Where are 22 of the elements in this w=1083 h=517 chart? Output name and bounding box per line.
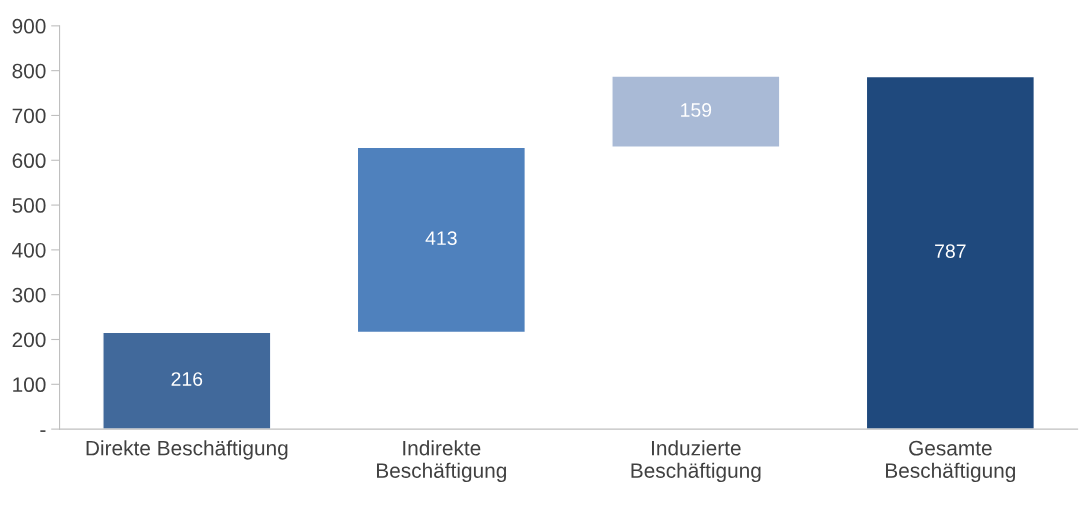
data-label: 787 — [935, 244, 966, 259]
bar — [102, 331, 272, 430]
y-tick-label: 300 — [12, 287, 46, 303]
y-tick-label: 700 — [12, 108, 46, 124]
y-tick-label: 600 — [12, 153, 46, 169]
x-tick-label: Indirekte Beschäftigung — [377, 440, 506, 483]
y-tick-label: 100 — [13, 377, 46, 393]
y-tick-label: 800 — [12, 63, 46, 79]
y-tick-label: 400 — [12, 242, 46, 258]
data-label: 413 — [425, 231, 457, 246]
bar — [611, 75, 781, 148]
x-tick-label: Gesamte Beschäftigung — [886, 440, 1016, 483]
data-label: 159 — [681, 103, 712, 117]
y-tick-label: - — [40, 430, 46, 432]
bar — [356, 146, 527, 334]
y-tick-label: 900 — [12, 18, 46, 34]
data-label: 216 — [171, 372, 203, 386]
x-tick-label: Direkte Beschäftigung — [86, 440, 288, 460]
y-tick-label: 200 — [12, 332, 46, 348]
bar — [865, 75, 1036, 430]
x-tick-label: Induzierte Beschäftigung — [631, 440, 761, 483]
y-tick-label: 500 — [12, 198, 46, 213]
